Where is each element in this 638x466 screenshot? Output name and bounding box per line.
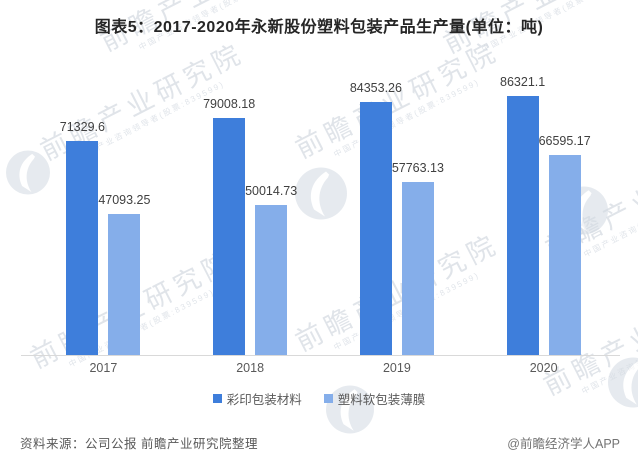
legend-item: 塑料软包装薄膜 bbox=[323, 389, 426, 408]
x-axis-labels: 2017 2018 2019 2020 bbox=[30, 361, 617, 375]
bar-塑料软包装薄膜 bbox=[548, 155, 581, 355]
bar-彩印包装材料 bbox=[359, 101, 392, 355]
x-tick-label: 2019 bbox=[382, 361, 411, 375]
value-label: 47093.25 bbox=[98, 192, 151, 207]
x-tick-label: 2017 bbox=[89, 361, 118, 375]
value-label: 57763.13 bbox=[391, 160, 444, 175]
bar-group-2018: 79008.18 50014.73 bbox=[177, 75, 324, 355]
footer: 资料来源：公司公报 前瞻产业研究院整理 @前瞻经济学人APP bbox=[20, 433, 620, 452]
barwrap: 47093.25 bbox=[98, 193, 150, 355]
value-label: 86321.1 bbox=[500, 75, 546, 89]
value-label: 66595.17 bbox=[538, 134, 591, 149]
bar-彩印包装材料 bbox=[213, 117, 246, 355]
value-label: 71329.6 bbox=[59, 120, 105, 134]
barwrap: 57763.13 bbox=[392, 161, 444, 355]
x-tick-label: 2018 bbox=[236, 361, 265, 375]
bar-group-2020: 86321.1 66595.17 bbox=[470, 75, 617, 355]
bar-塑料软包装薄膜 bbox=[401, 181, 434, 355]
plot-area: 71329.6 47093.25 79008.18 50014.73 84353.26 5… bbox=[30, 75, 617, 355]
legend-label: 塑料软包装薄膜 bbox=[337, 393, 426, 407]
value-label: 50014.73 bbox=[245, 183, 298, 198]
bar-彩印包装材料 bbox=[506, 96, 539, 355]
value-label: 84353.26 bbox=[349, 80, 402, 95]
legend-marker-icon bbox=[323, 394, 333, 403]
bar-塑料软包装薄膜 bbox=[255, 204, 288, 355]
bar-group-2017: 71329.6 47093.25 bbox=[30, 75, 177, 355]
bar-group-2019: 84353.26 57763.13 bbox=[324, 75, 471, 355]
legend-marker-icon bbox=[212, 394, 222, 403]
barwrap: 50014.73 bbox=[245, 184, 297, 355]
legend-label: 彩印包装材料 bbox=[226, 393, 302, 407]
source-note: 资料来源：公司公报 前瞻产业研究院整理 bbox=[20, 437, 258, 451]
barwrap: 71329.6 bbox=[60, 120, 105, 355]
chart-title: 图表5：2017-2020年永新股份塑料包装产品生产量(单位：吨) bbox=[94, 19, 544, 36]
barwrap: 66595.17 bbox=[539, 134, 591, 355]
bar-塑料软包装薄膜 bbox=[108, 213, 141, 355]
x-axis-line bbox=[21, 355, 620, 356]
bar-彩印包装材料 bbox=[66, 141, 99, 355]
legend: 彩印包装材料 塑料软包装薄膜 bbox=[0, 389, 638, 408]
barwrap: 86321.1 bbox=[500, 75, 545, 355]
barwrap: 79008.18 bbox=[203, 97, 255, 355]
credit-note: @前瞻经济学人APP bbox=[507, 437, 620, 451]
legend-item: 彩印包装材料 bbox=[212, 389, 302, 408]
value-label: 79008.18 bbox=[203, 96, 256, 111]
barwrap: 84353.26 bbox=[350, 81, 402, 355]
x-tick-label: 2020 bbox=[529, 361, 558, 375]
